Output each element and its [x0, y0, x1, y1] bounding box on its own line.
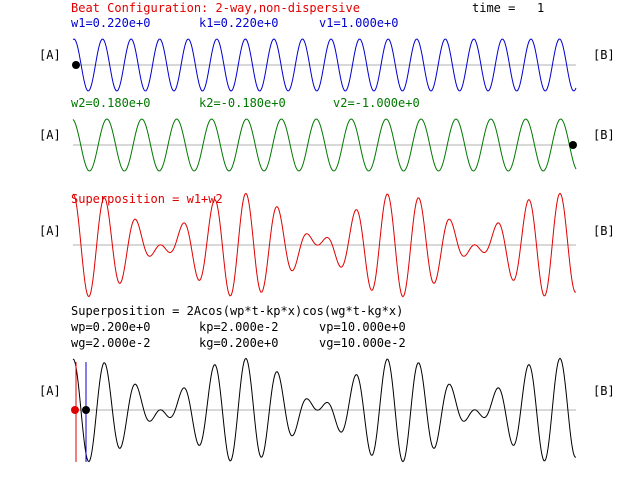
envelope-curve [72, 357, 577, 463]
superposition-title: Superposition = w1+w2 [71, 192, 223, 206]
wave1-curve [72, 38, 577, 92]
superposition-left-label: [A] [39, 224, 61, 238]
k2-value: k2=-0.180e+0 [199, 96, 286, 110]
config-title: Beat Configuration: 2-way,non-dispersive [71, 1, 360, 15]
kp-value: kp=2.000e-2 [199, 320, 279, 334]
wave1-right-label: [B] [593, 48, 615, 62]
group-tracker-dot[interactable] [82, 406, 90, 414]
envelope-formula: Superposition = 2Acos(wp*t-kp*x)cos(wg*t… [71, 304, 404, 318]
time-readout: time = 1 [472, 1, 545, 15]
envelope-left-label: [A] [39, 384, 61, 398]
superposition-curve [72, 192, 577, 298]
w1-value: w1=0.220e+0 [71, 16, 151, 30]
envelope-right-label: [B] [593, 384, 615, 398]
phase-tracker-dot[interactable] [71, 406, 79, 414]
wave2-left-label: [A] [39, 128, 61, 142]
wave2-right-label: [B] [593, 128, 615, 142]
wave2-curve [72, 118, 577, 172]
superposition-right-label: [B] [593, 224, 615, 238]
kg-value: kg=0.200e+0 [199, 336, 279, 350]
vp-value: vp=10.000e+0 [319, 320, 406, 334]
wg-value: wg=2.000e-2 [71, 336, 151, 350]
wp-value: wp=0.200e+0 [71, 320, 151, 334]
v2-value: v2=-1.000e+0 [333, 96, 420, 110]
wave1-left-label: [A] [39, 48, 61, 62]
v1-value: v1=1.000e+0 [319, 16, 399, 30]
w2-value: w2=0.180e+0 [71, 96, 151, 110]
k1-value: k1=0.220e+0 [199, 16, 279, 30]
vg-value: vg=10.000e-2 [319, 336, 406, 350]
wave1-tracker-dot[interactable] [72, 61, 80, 69]
wave2-tracker-dot[interactable] [569, 141, 577, 149]
